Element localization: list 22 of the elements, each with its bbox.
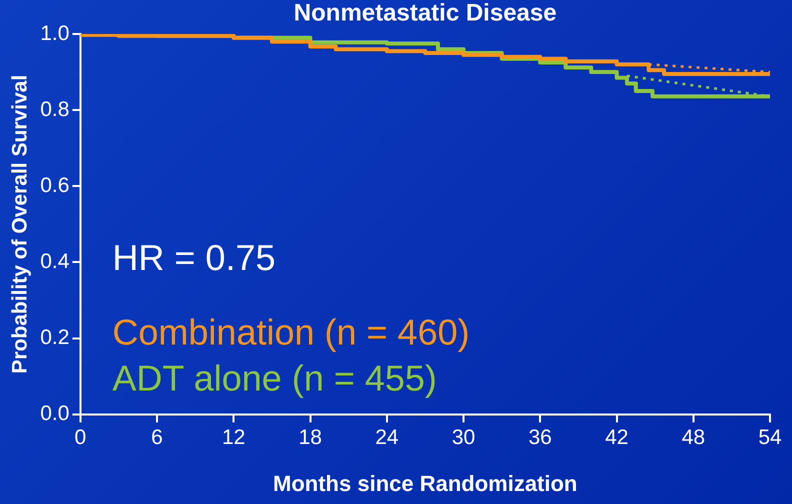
y-tick-label: 1.0 (40, 22, 70, 45)
text: Combination (n = 460) (112, 311, 470, 352)
x-tick-label: 24 (375, 426, 399, 449)
x-tick-label: 6 (151, 426, 163, 449)
y-tick-label: 0.0 (40, 402, 70, 426)
x-tick-label: 30 (452, 426, 476, 449)
x-tick-label: 0 (74, 426, 86, 449)
x-tick-label: 42 (605, 426, 628, 449)
y-axis-title: Probability of Overall Survival (8, 74, 32, 374)
x-tick-label: 18 (298, 426, 322, 449)
y-tick-label: 0.8 (40, 98, 70, 121)
y-tick-label: 0.2 (40, 326, 70, 350)
text: ADT alone (n = 455) (112, 357, 437, 398)
annotation: HR = 0.75 (112, 237, 276, 278)
y-tick-label: 0.4 (40, 250, 70, 274)
y-tick-label: 0.6 (40, 174, 70, 197)
x-tick-label: 12 (222, 426, 246, 449)
chart-title: Nonmetastatic Disease (294, 0, 557, 27)
x-axis-title: Months since Randomization (273, 470, 578, 496)
x-tick-label: 36 (528, 426, 552, 449)
x-tick-label: 48 (682, 426, 706, 449)
x-tick-label: 54 (758, 426, 782, 449)
